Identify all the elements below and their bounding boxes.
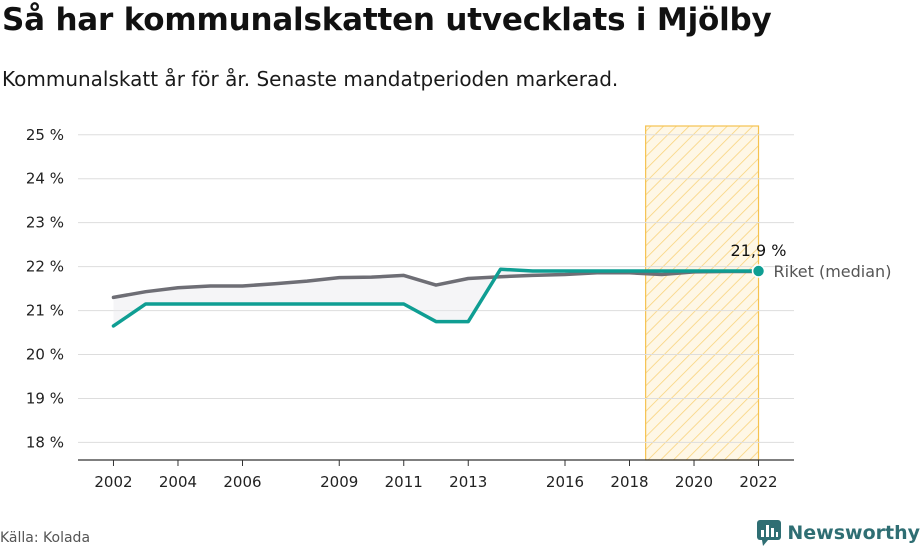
difference-area [113,269,759,326]
y-tick-label: 24 % [26,170,64,188]
y-tick-label: 25 % [26,126,64,144]
chart-subtitle: Kommunalskatt år för år. Senaste mandatp… [2,67,619,91]
y-tick-label: 22 % [26,258,64,276]
x-tick-label: 2018 [610,473,648,491]
y-tick-label: 18 % [26,433,64,451]
chart-title: Så har kommunalskatten utvecklats i Mjöl… [2,2,772,38]
mandate-period-hatch [645,125,760,461]
bar-chart-bubble-icon [757,520,782,546]
y-tick-label: 23 % [26,214,64,232]
brand-name: Newsworthy [787,522,920,544]
series-line-riket-median [111,269,761,300]
x-tick-label: 2020 [675,473,713,491]
series-label-riket-median: Riket (median) [774,262,892,281]
y-tick-label: 20 % [26,346,64,364]
x-tick-label: 2002 [94,473,132,491]
x-tick-label: 2013 [449,473,487,491]
x-tick-label: 2009 [320,473,358,491]
y-tick-label: 19 % [26,389,64,407]
x-tick-label: 2011 [385,473,423,491]
x-tick-label: 2016 [546,473,584,491]
x-tick-label: 2022 [739,473,777,491]
newsworthy-logo: Newsworthy [757,520,920,546]
last-value-marker [751,264,766,278]
x-tick-label: 2006 [223,473,261,491]
y-tick-label: 21 % [26,302,64,320]
source-note: Källa: Kolada [0,530,91,546]
x-tick-label: 2004 [159,473,197,491]
last-value-label: 21,9 % [731,241,787,260]
series-line-mjolby [111,267,761,328]
